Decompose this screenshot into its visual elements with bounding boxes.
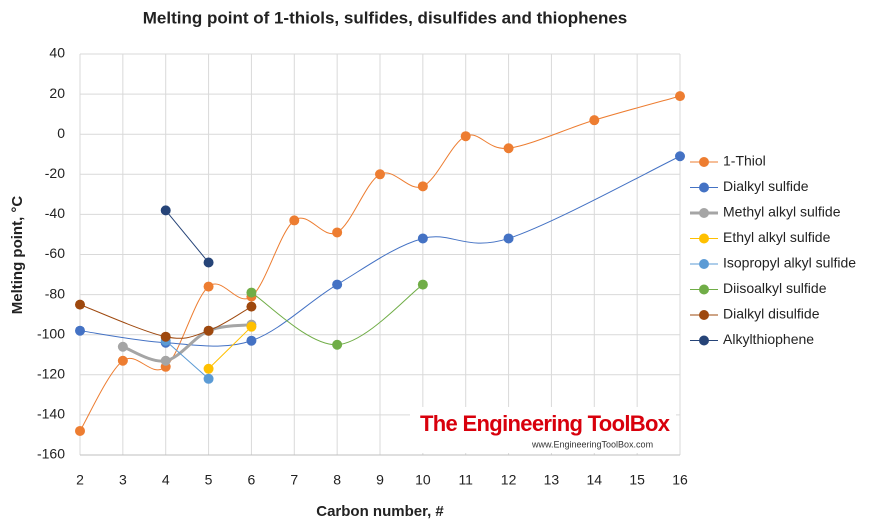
data-point bbox=[75, 299, 85, 310]
y-tick-label: -160 bbox=[37, 446, 65, 462]
data-point bbox=[117, 355, 128, 366]
series-line bbox=[79, 304, 252, 339]
y-tick-label: -40 bbox=[45, 205, 65, 221]
x-tick-label: 2 bbox=[76, 472, 84, 488]
legend-label: 1-Thiol bbox=[723, 153, 766, 169]
x-tick-label: 3 bbox=[119, 472, 127, 488]
x-tick-label: 13 bbox=[544, 472, 560, 488]
y-tick-label: 0 bbox=[57, 125, 65, 141]
legend-label: Alkylthiophene bbox=[723, 331, 814, 347]
data-point bbox=[675, 91, 685, 102]
x-tick-label: 9 bbox=[376, 472, 384, 488]
x-tick-label: 8 bbox=[333, 472, 341, 488]
data-point bbox=[160, 355, 171, 366]
legend-label: Diisoalkyl sulfide bbox=[723, 280, 827, 296]
data-point bbox=[117, 341, 128, 352]
data-point bbox=[246, 287, 257, 298]
legend-marker bbox=[699, 335, 709, 346]
series-line bbox=[122, 323, 252, 363]
data-point bbox=[332, 339, 343, 350]
legend-label: Dialkyl disulfide bbox=[723, 306, 820, 322]
y-tick-label: -100 bbox=[37, 325, 65, 341]
data-point bbox=[417, 279, 428, 290]
series-line bbox=[208, 326, 252, 370]
legend-label: Methyl alkyl sulfide bbox=[723, 204, 841, 220]
legend-label: Dialkyl sulfide bbox=[723, 178, 809, 194]
y-axis-label: Melting point, °C bbox=[9, 196, 26, 315]
y-tick-label: -20 bbox=[45, 165, 65, 181]
y-tick-label: -60 bbox=[45, 245, 65, 261]
data-point bbox=[503, 233, 514, 244]
legend-marker bbox=[699, 157, 709, 167]
data-point bbox=[332, 227, 343, 238]
data-point bbox=[332, 279, 343, 290]
x-tick-label: 16 bbox=[672, 472, 688, 488]
legend-marker bbox=[699, 208, 709, 218]
x-tick-label: 14 bbox=[586, 472, 602, 488]
y-tick-label: 20 bbox=[49, 85, 65, 101]
x-axis-label: Carbon number, # bbox=[316, 503, 444, 520]
data-point bbox=[589, 115, 600, 126]
data-point bbox=[203, 257, 214, 268]
legend-marker bbox=[699, 310, 709, 320]
x-tick-label: 15 bbox=[629, 472, 645, 488]
data-point bbox=[417, 233, 428, 244]
x-tick-label: 5 bbox=[205, 472, 213, 488]
data-point bbox=[375, 169, 385, 180]
watermark-url: www.EngineeringToolBox.com bbox=[531, 439, 653, 449]
data-point bbox=[203, 363, 214, 374]
x-tick-label: 10 bbox=[415, 472, 431, 488]
data-point bbox=[289, 215, 300, 226]
y-tick-label: -80 bbox=[45, 285, 65, 301]
data-point bbox=[246, 301, 257, 312]
data-point bbox=[417, 181, 428, 192]
x-tick-label: 12 bbox=[501, 472, 517, 488]
watermark-box bbox=[410, 407, 676, 453]
data-point bbox=[675, 151, 685, 162]
watermark-title: The Engineering ToolBox bbox=[420, 411, 671, 436]
x-tick-label: 6 bbox=[248, 472, 256, 488]
y-tick-label: -120 bbox=[37, 366, 65, 382]
data-point bbox=[160, 205, 171, 216]
data-point bbox=[75, 425, 85, 436]
x-tick-label: 11 bbox=[458, 472, 473, 488]
chart-title: Melting point of 1-thiols, sulfides, dis… bbox=[143, 8, 628, 27]
data-point bbox=[203, 281, 214, 292]
legend-marker bbox=[699, 233, 709, 244]
data-point bbox=[203, 373, 214, 384]
y-tick-label: 40 bbox=[49, 45, 65, 61]
data-point bbox=[203, 325, 214, 336]
x-tick-label: 7 bbox=[290, 472, 298, 488]
data-point bbox=[75, 325, 85, 336]
x-tick-label: 4 bbox=[162, 472, 170, 488]
data-point bbox=[246, 335, 257, 346]
legend-label: Isopropyl alkyl sulfide bbox=[723, 255, 856, 271]
legend-label: Ethyl alkyl sulfide bbox=[723, 229, 831, 245]
y-tick-label: -140 bbox=[37, 406, 65, 422]
data-point bbox=[460, 131, 471, 142]
data-point bbox=[160, 331, 171, 342]
legend-marker bbox=[699, 259, 709, 269]
legend-marker bbox=[699, 284, 709, 295]
legend-marker bbox=[699, 182, 709, 193]
data-point bbox=[246, 321, 257, 332]
data-point bbox=[503, 143, 514, 154]
